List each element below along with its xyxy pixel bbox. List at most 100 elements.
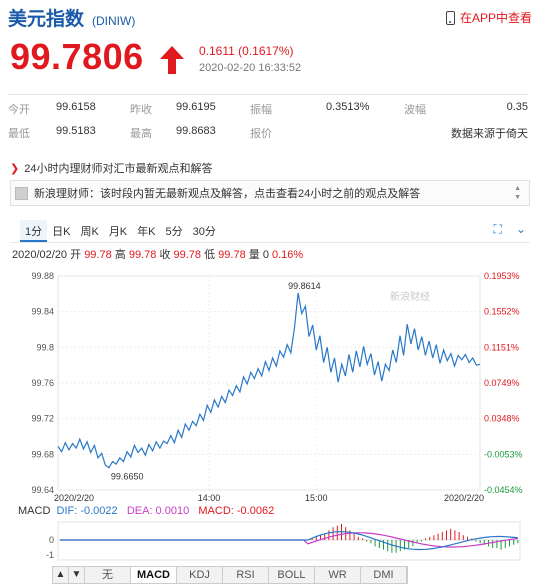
low-label: 低 bbox=[204, 249, 216, 261]
indicator-tab[interactable]: RSI bbox=[223, 567, 269, 583]
open-value: 99.78 bbox=[84, 249, 112, 261]
volume-value: 0 bbox=[262, 249, 269, 261]
indicator-tab[interactable]: 无 bbox=[85, 567, 131, 583]
y-tick-right: -0.0053% bbox=[484, 449, 523, 459]
macd-value: MACD: -0.0062 bbox=[198, 505, 275, 517]
symbol-code: (DINIW) bbox=[92, 14, 136, 28]
indicator-tab[interactable]: BOLL bbox=[269, 567, 315, 583]
tab-period[interactable]: 5分 bbox=[165, 226, 183, 238]
y-tick-right: 0.0749% bbox=[484, 378, 520, 388]
tab-period[interactable]: 年K bbox=[137, 226, 156, 238]
macd-title: MACD bbox=[18, 505, 51, 517]
open-in-app-label: 在APP中查看 bbox=[459, 11, 532, 25]
close-value: 99.78 bbox=[173, 249, 202, 261]
stat-label: 振幅 bbox=[250, 104, 272, 116]
up-arrow-icon bbox=[160, 46, 184, 74]
high-label: 高 bbox=[114, 249, 126, 261]
advisor-message-box[interactable]: 新浪理财师：该时段内暂无最新观点及解答，点击查看24小时之前的观点及解答 ▲ ▼ bbox=[10, 180, 530, 206]
pct-value: 0.16% bbox=[272, 249, 304, 261]
stat-value: 99.6158 bbox=[56, 101, 96, 113]
open-label: 开 bbox=[70, 249, 82, 261]
advisor-heading[interactable]: ❯ 24小时内理财师对汇市最新观点和解答 bbox=[10, 160, 212, 176]
scroll-arrows[interactable]: ▲ ▼ bbox=[514, 184, 521, 202]
y-tick-right: -0.0454% bbox=[484, 485, 523, 495]
stat-value: 0.3513% bbox=[326, 101, 370, 113]
phone-icon bbox=[445, 10, 455, 25]
macd-dif-line bbox=[60, 531, 518, 551]
price-line bbox=[57, 292, 481, 469]
high-value: 99.78 bbox=[128, 249, 157, 261]
y-tick-left: 99.84 bbox=[31, 307, 54, 317]
title-row: 美元指数 (DINIW) bbox=[8, 4, 135, 30]
stat-label: 最低 bbox=[8, 128, 30, 140]
x-tick: 2020/2/20 bbox=[54, 493, 94, 503]
indicator-bar: ▲ ▼ 无 MACD KDJ RSI BOLL WR DMI bbox=[52, 566, 408, 584]
stat-label: 昨收 bbox=[130, 104, 152, 116]
scroll-down-icon[interactable]: ▼ bbox=[514, 194, 521, 201]
stats-row: 今开 99.6158 昨收 99.6195 振幅 0.3513% 波幅 0.35 bbox=[8, 95, 528, 119]
chevron-down-icon[interactable]: ⌄ bbox=[515, 222, 526, 236]
tab-period[interactable]: 周K bbox=[80, 226, 99, 238]
price-chart[interactable]: 99.88 0.1953% 99.84 0.1552% 99.8 0.1151% 99.76… bbox=[0, 266, 550, 506]
y-tick-right: 0.1953% bbox=[484, 271, 520, 281]
scroll-up-icon[interactable]: ▲ bbox=[514, 185, 521, 192]
arrow-down-icon[interactable]: ▼ bbox=[69, 567, 85, 583]
advisor-message: 新浪理财师：该时段内暂无最新观点及解答，点击查看24小时之前的观点及解答 bbox=[34, 188, 421, 200]
stat-label: 今开 bbox=[8, 104, 30, 116]
x-tick: 14:00 bbox=[198, 493, 221, 503]
macd-y-tick: 0 bbox=[49, 535, 54, 545]
data-source: 数据来源于倚天 bbox=[451, 128, 528, 140]
indicator-tab[interactable]: KDJ bbox=[177, 567, 223, 583]
macd-y-tick: -1 bbox=[46, 550, 54, 560]
arrow-up-icon[interactable]: ▲ bbox=[53, 567, 69, 583]
y-tick-left: 99.68 bbox=[31, 449, 54, 459]
y-tick-right: 0.1151% bbox=[484, 342, 519, 352]
chart-period-tabs: 1分 日K 周K 月K 年K 5分 30分 bbox=[20, 220, 221, 242]
page-title: 美元指数 bbox=[8, 9, 85, 30]
min-annotation: 99.6650 bbox=[111, 472, 144, 482]
fullscreen-icon[interactable]: ⛶ bbox=[493, 222, 502, 236]
y-tick-left: 99.88 bbox=[31, 271, 54, 281]
low-value: 99.78 bbox=[218, 249, 246, 261]
stats-row: 最低 99.5183 最高 99.8683 报价 数据来源于倚天 bbox=[8, 119, 528, 143]
tab-period[interactable]: 日K bbox=[52, 226, 71, 238]
stat-label: 波幅 bbox=[404, 104, 426, 116]
avatar bbox=[15, 186, 28, 200]
stat-label: 最高 bbox=[130, 128, 152, 140]
volume-label: 量 bbox=[248, 249, 260, 261]
macd-dea: DEA: 0.0010 bbox=[126, 505, 190, 517]
tab-period[interactable]: 1分 bbox=[20, 220, 48, 242]
stat-value: 99.6195 bbox=[176, 101, 216, 113]
stat-label: 报价 bbox=[250, 128, 272, 140]
quote-timestamp: 2020-02-20 16:33:52 bbox=[199, 62, 302, 74]
tab-period[interactable]: 30分 bbox=[192, 226, 216, 238]
price-change: 0.1611 (0.1617%) bbox=[199, 44, 294, 58]
ohlc-line: 2020/02/20 开 99.78 高 99.78 收 99.78 低 99.… bbox=[12, 246, 303, 262]
divider bbox=[10, 242, 530, 243]
y-tick-left: 99.64 bbox=[31, 485, 54, 495]
advisor-heading-label: 24小时内理财师对汇市最新观点和解答 bbox=[24, 163, 213, 175]
y-tick-right: 0.0348% bbox=[484, 414, 520, 424]
macd-frame bbox=[57, 521, 521, 561]
tab-period[interactable]: 月K bbox=[108, 226, 128, 238]
plot-frame bbox=[57, 275, 481, 491]
macd-dif: DIF: -0.0022 bbox=[56, 505, 118, 517]
macd-chart[interactable]: 0 -1 bbox=[0, 518, 550, 564]
ohlc-date: 2020/02/20 bbox=[12, 249, 68, 261]
stat-value: 0.35 bbox=[506, 101, 528, 113]
indicator-tab[interactable]: MACD bbox=[131, 567, 177, 583]
open-in-app-link[interactable]: 在APP中查看 bbox=[445, 9, 532, 26]
chevron-right-icon: ❯ bbox=[10, 162, 20, 175]
stat-value: 99.8683 bbox=[176, 125, 216, 137]
x-tick: 15:00 bbox=[305, 493, 328, 503]
y-tick-left: 99.76 bbox=[31, 378, 54, 388]
indicator-tab[interactable]: DMI bbox=[361, 567, 407, 583]
watermark: 新浪财经 bbox=[390, 290, 430, 303]
max-annotation: 99.8614 bbox=[288, 281, 321, 291]
macd-legend: MACD DIF: -0.0022 DEA: 0.0010 MACD: -0.0… bbox=[18, 505, 274, 517]
current-price: 99.7806 bbox=[10, 36, 144, 77]
y-tick-right: 0.1552% bbox=[484, 307, 520, 317]
y-tick-left: 99.8 bbox=[36, 342, 54, 352]
indicator-tab[interactable]: WR bbox=[315, 567, 361, 583]
close-label: 收 bbox=[159, 249, 171, 261]
